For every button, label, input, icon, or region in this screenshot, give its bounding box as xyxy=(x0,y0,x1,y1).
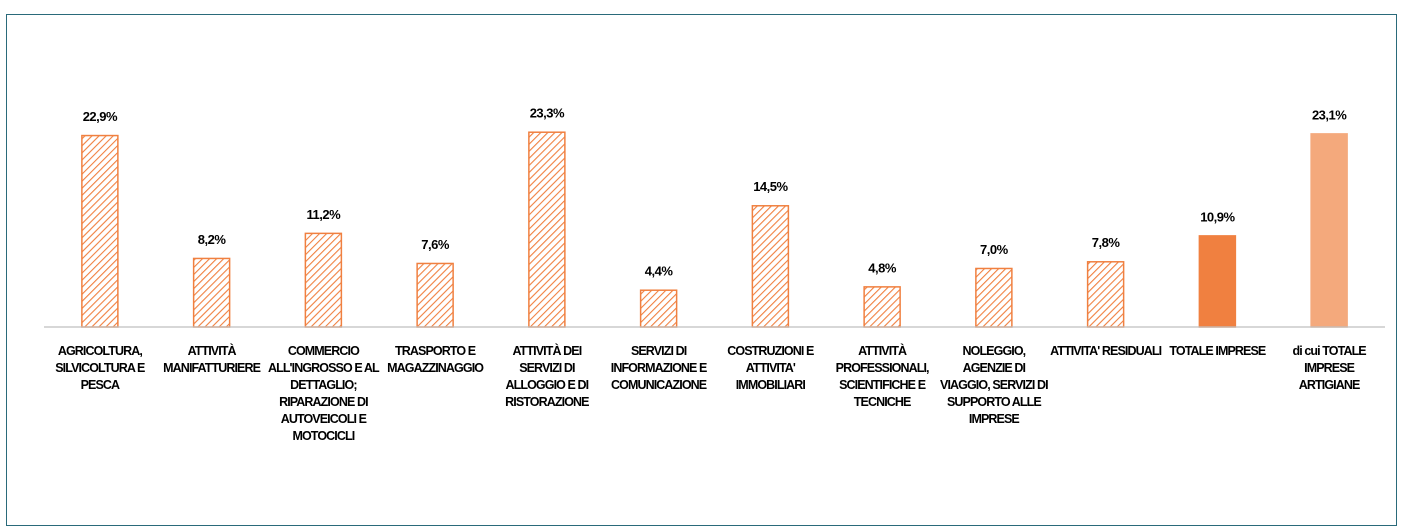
data-label: 23,3% xyxy=(530,106,565,121)
data-label: 10,9% xyxy=(1200,209,1235,224)
x-tick-label: TRASPORTO E MAGAZZINAGGIO xyxy=(387,344,484,375)
bar xyxy=(192,257,231,328)
bar xyxy=(528,131,566,328)
x-tick-label: SERVIZI DI INFORMAZIONE E COMUNICAZIONE xyxy=(610,344,708,392)
x-tick-label: ATTIVITÀ PROFESSIONALI, SCIENTIFICHE E T… xyxy=(835,344,930,409)
bar xyxy=(639,289,678,328)
bar xyxy=(304,232,343,328)
x-tick-label: ATTIVITA' RESIDUALI xyxy=(1050,344,1162,358)
x-tick-label: ATTIVITÀ DEI SERVIZI DI ALLOGGIO E DI RI… xyxy=(505,344,589,409)
bar xyxy=(1310,133,1348,328)
data-label: 4,8% xyxy=(868,260,897,275)
data-label: 14,5% xyxy=(753,179,788,194)
bar xyxy=(81,134,119,328)
data-label: 7,6% xyxy=(421,237,450,252)
data-label: 11,2% xyxy=(307,207,342,222)
x-tick-label: TOTALE IMPRESE xyxy=(1169,344,1266,358)
bar xyxy=(975,267,1013,328)
chart: 22,9% 8,2% 11,2% 7,6% 23,3% 4,4% 14,5% 4,8% 7,0%… xyxy=(44,106,1385,328)
bar xyxy=(416,262,454,328)
data-label: 7,0% xyxy=(980,242,1009,257)
data-label: 23,1% xyxy=(1312,107,1347,122)
x-tick-label: ATTIVITÀ MANIFATTURIERE xyxy=(163,344,261,375)
data-label: 22,9% xyxy=(83,109,118,124)
x-tick-label: COMMERCIO ALL'INGROSSO E AL DETTAGLIO; R… xyxy=(267,344,380,443)
chart-frame: 22,9% 8,2% 11,2% 7,6% 23,3% 4,4% 14,5% 4,8% 7,0%… xyxy=(6,14,1397,526)
x-tick-label: COSTRUZIONI E ATTIVITA' IMMOBILIARI xyxy=(727,344,814,392)
bar xyxy=(863,286,901,328)
bar xyxy=(751,205,790,328)
data-label: 8,2% xyxy=(198,232,227,247)
x-tick-label: NOLEGGIO, AGENZIE DI VIAGGIO, SERVIZI DI… xyxy=(940,344,1049,426)
x-tick-label: AGRICOLTURA, SILVICOLTURA E PESCA xyxy=(55,344,145,392)
data-label: 4,4% xyxy=(645,264,674,279)
bar xyxy=(1198,235,1237,328)
x-tick-label: di cui TOTALE IMPRESE ARTIGIANE xyxy=(1292,344,1366,392)
bar xyxy=(1086,261,1125,328)
data-label: 7,8% xyxy=(1092,235,1121,250)
